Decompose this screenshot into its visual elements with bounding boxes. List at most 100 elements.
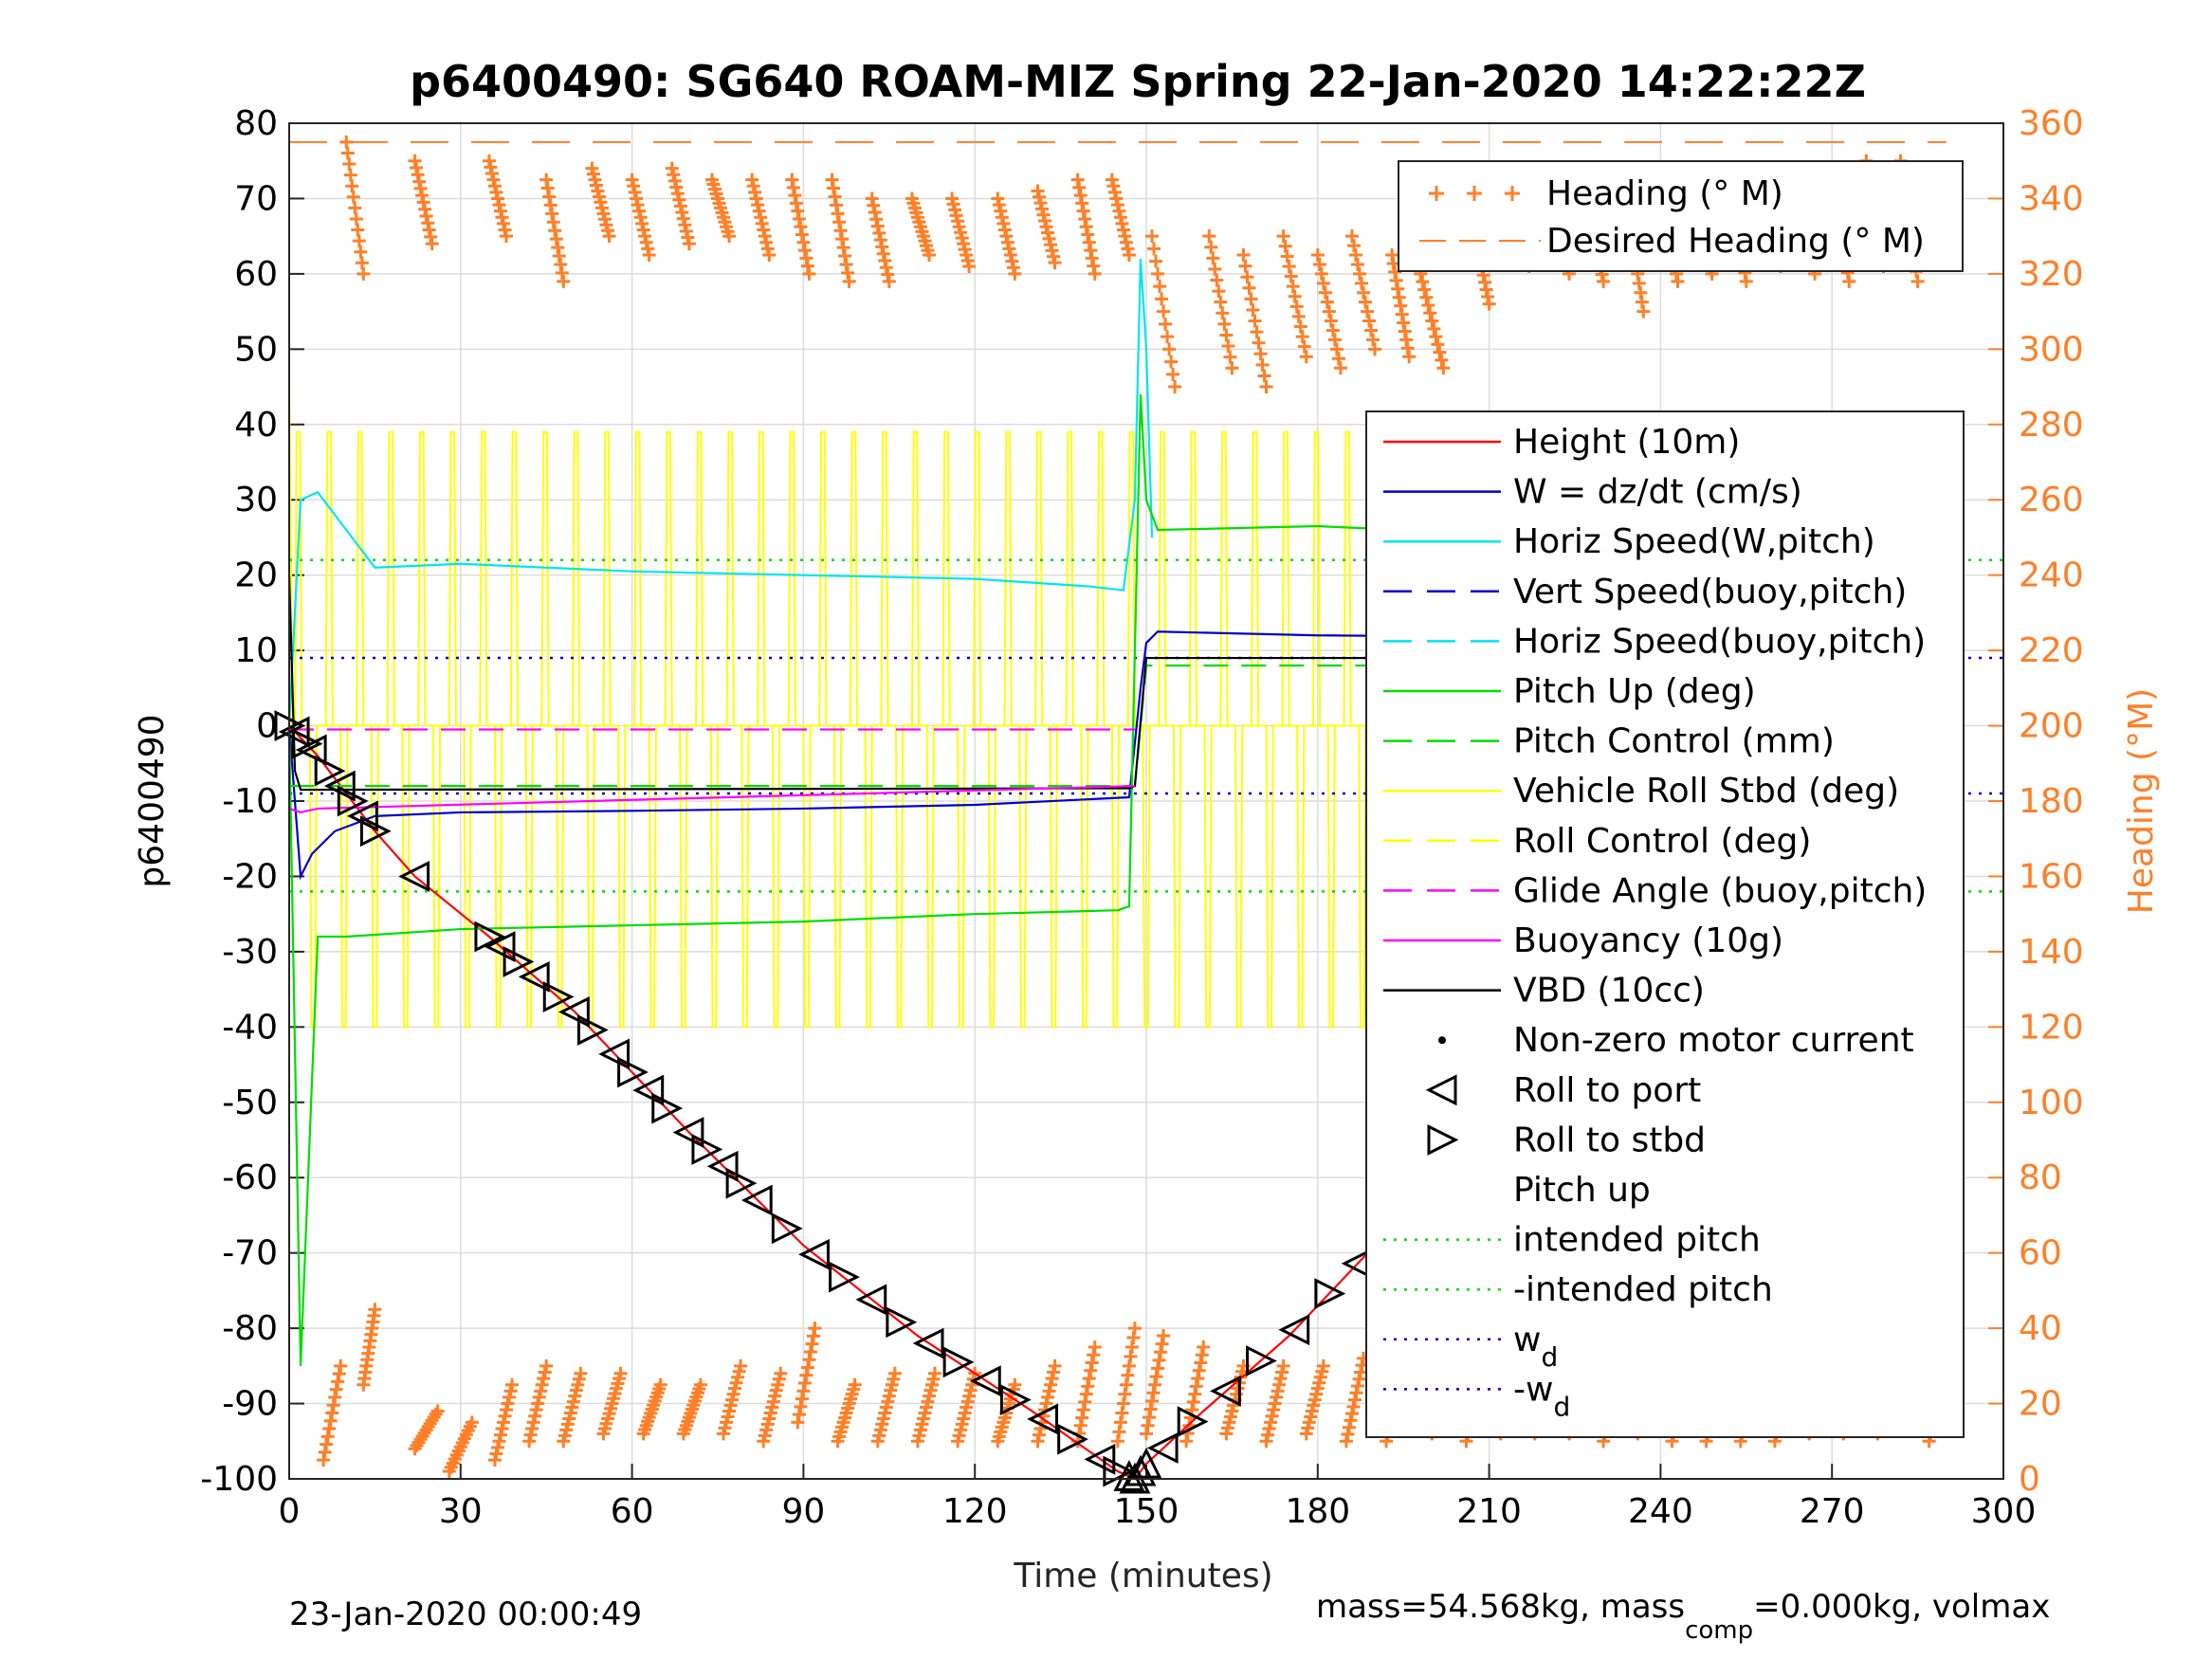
x-tick-label: 240 xyxy=(1628,1492,1693,1531)
legend-label: Non-zero motor current xyxy=(1513,1021,1914,1060)
legend-label-text: -w xyxy=(1513,1370,1553,1409)
motor-marker-right xyxy=(503,946,535,977)
series-vbd-10cc- xyxy=(287,574,1947,792)
motor-marker-right xyxy=(1246,1345,1277,1376)
y-tick-label: -80 xyxy=(222,1309,278,1348)
motor-marker-left xyxy=(598,1038,631,1070)
legend-label-sub: d xyxy=(1541,1341,1558,1373)
y-tick-label: 0 xyxy=(256,707,278,746)
motor-marker-up xyxy=(1130,1447,1162,1479)
legend-swatch xyxy=(1438,1036,1446,1045)
legend-swatch xyxy=(1425,1074,1457,1106)
motor-marker-right xyxy=(359,815,392,848)
y2-tick-labels: 3603403203002802602402202001801601401201… xyxy=(2019,104,2084,1499)
legend-label-text: Glide Angle (buoy,pitch) xyxy=(1513,871,1927,910)
legend-label: Pitch Up (deg) xyxy=(1513,672,1756,711)
legend-label-text: Pitch Control (mm) xyxy=(1513,722,1835,761)
y-tick-label: 80 xyxy=(234,104,278,143)
x-tick-label: 300 xyxy=(1971,1492,2037,1531)
y-tick-label: -40 xyxy=(222,1008,278,1047)
legend-label: Horiz Speed(buoy,pitch) xyxy=(1513,622,1926,661)
motor-marker-left xyxy=(740,1184,773,1216)
y-tick-label: -10 xyxy=(222,782,278,821)
x-axis-label: Time (minutes) xyxy=(1013,1557,1272,1595)
legend-heading: Heading (° M) Desired Heading (° M) xyxy=(1398,160,1964,272)
y-tick-label: 70 xyxy=(234,179,278,218)
legend-label: Pitch up xyxy=(1513,1171,1651,1210)
motor-marker-right xyxy=(291,728,323,760)
motor-marker-right xyxy=(886,1306,918,1339)
y-tick-label: 10 xyxy=(234,631,278,670)
motor-marker-left xyxy=(855,1284,887,1316)
legend-label-text: Pitch up xyxy=(1513,1171,1651,1210)
legend-label: Vehicle Roll Stbd (deg) xyxy=(1513,772,1899,811)
legend-label: -wd xyxy=(1513,1370,1570,1422)
motor-marker-right xyxy=(542,981,575,1012)
y-tick-label: -20 xyxy=(222,857,278,896)
legend-label: Height (10m) xyxy=(1513,423,1740,462)
legend-label-text: W = dz/dt (cm/s) xyxy=(1513,473,1802,512)
series-horiz-speed-w-pitch- xyxy=(287,258,1154,726)
motor-marker-left xyxy=(706,1150,739,1182)
motor-marker-left xyxy=(518,960,550,993)
legend-label: Roll Control (deg) xyxy=(1513,822,1811,861)
legend-label: Glide Angle (buoy,pitch) xyxy=(1513,871,1927,910)
legend-label-text: w xyxy=(1513,1321,1541,1359)
y2-tick-label: 260 xyxy=(2019,481,2084,520)
series-buoyancy-10g- xyxy=(288,785,1135,814)
y2-tick-label: 280 xyxy=(2019,406,2084,445)
x-tick-label: 150 xyxy=(1114,1492,1179,1531)
legend-label-text: -intended pitch xyxy=(1513,1270,1773,1309)
y2-tick-label: 360 xyxy=(2019,104,2084,143)
motor-marker-right xyxy=(771,1212,803,1245)
y2-tick-label: 100 xyxy=(2019,1084,2084,1122)
legend-label: Pitch Control (mm) xyxy=(1513,722,1835,761)
x-tick-label: 180 xyxy=(1285,1492,1350,1531)
x-tick-labels: 0 30 60 90 120 150 180 210 240 270 300 xyxy=(279,1492,2037,1531)
y-tick-label: -100 xyxy=(200,1460,278,1499)
legend-label: VBD (10cc) xyxy=(1513,972,1705,1011)
legend-label-text: Vert Speed(buoy,pitch) xyxy=(1513,573,1907,611)
legend-label-text: VBD (10cc) xyxy=(1513,972,1705,1011)
motor-marker-left xyxy=(912,1327,944,1359)
y2-tick-label: 320 xyxy=(2019,255,2084,294)
motor-marker-right xyxy=(617,1056,649,1088)
motor-marker-left xyxy=(1084,1443,1116,1475)
y-tick-label: 40 xyxy=(234,406,278,445)
motor-marker-right xyxy=(725,1167,758,1199)
y2-tick-label: 40 xyxy=(2019,1309,2062,1348)
footer-mass-sub: comp xyxy=(1685,1616,1753,1645)
legend-label: wd xyxy=(1513,1321,1558,1373)
y-tick-label: 20 xyxy=(234,556,278,595)
y2-tick-label: 180 xyxy=(2019,782,2084,821)
legend-heading-label: Desired Heading (° M) xyxy=(1546,222,1925,261)
legend-label: Buoyancy (10g) xyxy=(1513,921,1783,960)
y-tick-label: -70 xyxy=(222,1234,278,1273)
y-tick-label: -60 xyxy=(222,1158,278,1197)
y2-tick-label: 340 xyxy=(2019,179,2084,218)
motor-marker-left xyxy=(484,931,516,963)
legend-label: Vert Speed(buoy,pitch) xyxy=(1513,573,1907,611)
axes-frame xyxy=(288,122,2004,1480)
motor-marker-left xyxy=(323,770,356,802)
motor-marker-right xyxy=(314,755,346,787)
motor-marker-left xyxy=(278,716,310,748)
legend-label: -intended pitch xyxy=(1513,1270,1773,1309)
y2-tick-label: 140 xyxy=(2019,933,2084,972)
legend-heading-plus xyxy=(1429,186,1444,201)
legend-heading-plus xyxy=(1505,186,1520,201)
motor-marker-up xyxy=(1124,1454,1157,1486)
legend-label: Roll to port xyxy=(1513,1071,1701,1110)
y-axis-label: p6400490 xyxy=(133,714,172,887)
y-tick-label: 60 xyxy=(234,255,278,294)
motor-marker-right xyxy=(1314,1278,1346,1309)
y2-tick-label: 160 xyxy=(2019,857,2084,896)
x-tick-label: 0 xyxy=(279,1492,301,1531)
legend-heading-label: Heading (° M) xyxy=(1546,174,1783,213)
motor-marker-right xyxy=(474,921,506,953)
y2-axis-label: Heading (°M) xyxy=(2122,688,2161,914)
x-tick-label: 120 xyxy=(942,1492,1008,1531)
legend-label-sub: d xyxy=(1553,1391,1570,1422)
y2-tick-label: 80 xyxy=(2019,1158,2062,1197)
